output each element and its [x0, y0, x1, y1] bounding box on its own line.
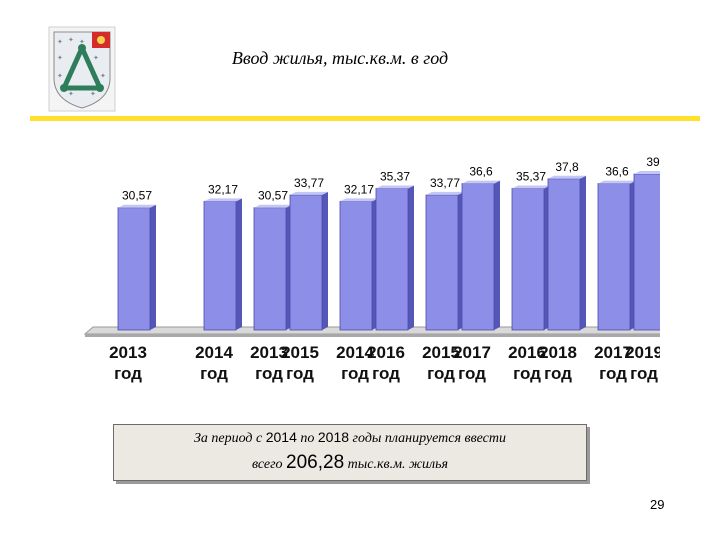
bar-back-1-label: 30,57	[258, 189, 288, 203]
bar-front-2	[289, 194, 323, 331]
bar-front-4	[461, 183, 495, 331]
tick-label-secondary-5-0: 2017	[594, 343, 632, 362]
bar-back-3	[425, 194, 459, 331]
bar-front-4-label: 36,6	[469, 165, 493, 179]
housing-chart-svg: 30,57 32,17 33,77 35,37 36,6 37,8 30,57 32,17 33…	[83, 155, 660, 383]
bar-back-4	[511, 188, 545, 331]
bar-front-6	[633, 173, 660, 331]
tick-label-secondary-5-1: год	[599, 364, 627, 383]
svg-text:✦: ✦	[100, 72, 106, 80]
tick-label-5-1: год	[544, 364, 572, 383]
tick-label-0-0: 2013	[109, 343, 147, 362]
svg-text:✦: ✦	[68, 36, 74, 44]
bar-front-0-label: 30,57	[122, 189, 152, 203]
tick-label-2-1: год	[286, 364, 314, 383]
slide-title: Ввод жилья, тыс.кв.м. в год	[231, 48, 449, 68]
bar-front-6-label: 39	[646, 155, 660, 169]
bar-front-1	[203, 200, 237, 331]
bar-front-2-top	[290, 191, 328, 195]
bar-back-2-top	[340, 198, 378, 202]
bar-back-3-top	[426, 191, 464, 195]
bar-front-4-side	[494, 180, 500, 330]
housing-chart: 30,57 32,17 33,77 35,37 36,6 37,8 30,57 32,17 33…	[75, 140, 660, 385]
summary-line-1: За период с 2014 по 2018 годы планируетс…	[114, 429, 586, 447]
bar-front-3	[375, 188, 409, 331]
bar-back-1-top	[254, 204, 292, 208]
note-year-to: 2018	[317, 429, 350, 445]
note-total-suffix: тыс.кв.м. жилья	[347, 457, 449, 472]
coat-of-arms-emblem: ✦✦✦ ✦✦✦ ✦✦✦✦	[48, 26, 116, 112]
bar-front-5-side	[580, 175, 586, 330]
tick-label-3-0: 2016	[367, 343, 405, 362]
bar-front-0-top	[118, 204, 156, 208]
bar-back-4-top	[512, 185, 550, 189]
svg-text:✦: ✦	[57, 54, 63, 62]
tick-label-1-0: 2014	[195, 343, 233, 362]
tick-label-secondary-1-1: год	[255, 364, 283, 383]
bar-back-1	[253, 207, 287, 331]
note-year-from: 2014	[265, 429, 297, 445]
bar-front-0	[117, 207, 151, 331]
bar-front-5-label: 37,8	[555, 160, 579, 174]
bar-back-2-label: 32,17	[344, 182, 374, 196]
svg-text:✦: ✦	[68, 90, 74, 98]
tick-label-1-1: год	[200, 364, 228, 383]
tick-label-secondary-2-1: год	[341, 364, 369, 383]
tick-label-secondary-2-0: 2014	[336, 343, 374, 362]
tick-label-4-1: год	[458, 364, 486, 383]
note-total-prefix: всего	[251, 457, 283, 472]
note-total-value: 206,28	[286, 452, 345, 473]
bar-front-4-top	[462, 180, 500, 184]
tick-label-secondary-4-1: год	[513, 364, 541, 383]
summary-note-box: За период с 2014 по 2018 годы планируетс…	[113, 424, 587, 481]
bar-front-0-side	[150, 204, 156, 330]
bar-front-3-side	[408, 185, 414, 330]
chart-floor-edge	[85, 334, 660, 337]
svg-text:✦: ✦	[93, 54, 99, 62]
svg-text:✦: ✦	[90, 90, 96, 98]
tick-label-2-0: 2015	[281, 343, 319, 362]
tick-label-secondary-3-0: 2015	[422, 343, 460, 362]
tick-label-secondary-3-1: год	[427, 364, 455, 383]
bar-front-5-top	[548, 175, 586, 179]
bar-front-6-top	[634, 171, 660, 174]
tick-label-5-0: 2018	[539, 343, 577, 362]
bar-back-4-label: 35,37	[516, 170, 546, 184]
bar-back-2	[339, 200, 373, 331]
bar-front-1-top	[204, 198, 242, 202]
tick-label-secondary-4-0: 2016	[508, 343, 546, 362]
bar-front-2-label: 33,77	[294, 176, 324, 190]
summary-line-2: всего 206,28 тыс.кв.м. жилья	[114, 452, 586, 474]
bar-back-5-top	[598, 180, 636, 184]
page-number: 29	[650, 497, 665, 512]
note-text-suffix: годы планируется ввести	[352, 431, 507, 446]
svg-text:✦: ✦	[57, 38, 63, 46]
svg-text:✦: ✦	[79, 38, 85, 46]
tick-label-0-1: год	[114, 364, 142, 383]
bar-front-5	[547, 178, 581, 331]
note-text-prefix: За период с	[193, 431, 263, 446]
tick-label-4-0: 2017	[453, 343, 491, 362]
bar-front-1-label: 32,17	[208, 182, 238, 196]
svg-text:✦: ✦	[57, 72, 63, 80]
tick-label-secondary-1-0: 2013	[250, 343, 288, 362]
tick-label-6-0: 2019	[625, 343, 660, 362]
bar-back-3-label: 33,77	[430, 176, 460, 190]
bar-front-3-label: 35,37	[380, 170, 410, 184]
bar-back-5	[597, 183, 631, 331]
tick-label-6-1: год	[630, 364, 658, 383]
bar-back-5-label: 36,6	[605, 165, 629, 179]
bar-front-2-side	[322, 191, 328, 330]
tick-label-3-1: год	[372, 364, 400, 383]
bar-front-1-side	[236, 198, 242, 330]
note-text-mid: по	[300, 431, 315, 446]
accent-divider	[30, 116, 700, 121]
bar-front-3-top	[376, 185, 414, 189]
